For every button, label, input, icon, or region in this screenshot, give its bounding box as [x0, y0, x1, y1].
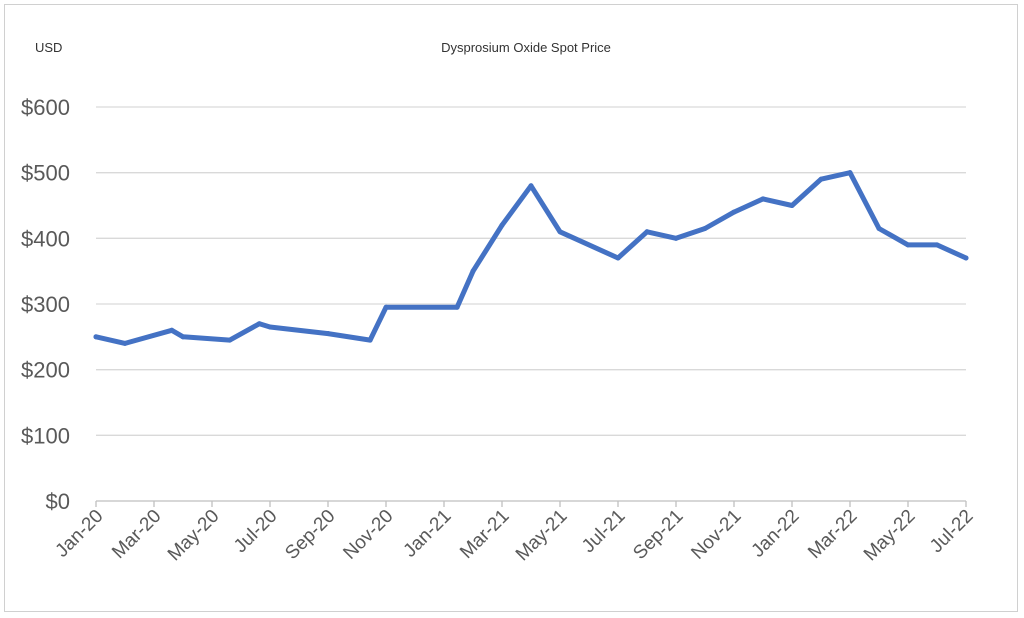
- y-tick-label: $100: [21, 423, 70, 448]
- x-tick-label: May-21: [512, 506, 572, 566]
- data-point: [93, 334, 99, 340]
- x-tick-label: Jan-20: [52, 506, 108, 562]
- series-line: [93, 170, 969, 346]
- chart-title: Dysprosium Oxide Spot Price: [441, 40, 611, 55]
- data-point: [760, 196, 766, 202]
- data-point: [499, 222, 505, 228]
- data-point: [454, 304, 460, 310]
- data-point: [963, 255, 969, 261]
- y-tick-label: $600: [21, 95, 70, 120]
- x-tick-label: Mar-22: [804, 506, 861, 563]
- data-point: [180, 334, 186, 340]
- data-point: [256, 321, 262, 327]
- y-tick-label: $500: [21, 161, 70, 186]
- chart-frame: [4, 4, 1018, 612]
- x-tick-label: Jan-22: [748, 506, 804, 562]
- x-tick-label: Sep-20: [281, 506, 339, 564]
- data-point: [934, 242, 940, 248]
- data-point: [615, 255, 621, 261]
- y-tick-label: $0: [46, 489, 70, 514]
- data-point: [644, 229, 650, 235]
- data-point: [267, 324, 273, 330]
- x-tick-label: Jul-21: [578, 506, 629, 557]
- data-point: [905, 242, 911, 248]
- x-tick-label: Jul-20: [230, 506, 281, 557]
- x-tick-label: Jan-21: [400, 506, 456, 562]
- x-tick-label: Mar-21: [456, 506, 513, 563]
- y-unit-label: USD: [35, 40, 62, 55]
- x-tick-label: Jul-22: [926, 506, 977, 557]
- y-tick-label: $400: [21, 226, 70, 251]
- series-layer: [93, 170, 969, 346]
- x-tick-label: Sep-21: [629, 506, 687, 564]
- data-point: [122, 340, 128, 346]
- data-point: [818, 176, 824, 182]
- y-axis: $0 $100 $200 $300 $400 $500 $600: [21, 95, 70, 514]
- data-point: [325, 331, 331, 337]
- gridlines: [96, 106, 966, 502]
- data-point: [227, 337, 233, 343]
- data-point: [557, 229, 563, 235]
- data-point: [528, 183, 534, 189]
- x-tick-label: Nov-20: [339, 506, 397, 564]
- data-point: [731, 209, 737, 215]
- data-point: [789, 203, 795, 208]
- y-tick-label: $200: [21, 358, 70, 383]
- data-point: [702, 225, 708, 231]
- y-tick-label: $300: [21, 292, 70, 317]
- data-point: [673, 235, 679, 241]
- data-point: [470, 268, 476, 274]
- x-tick-label: Nov-21: [687, 506, 745, 564]
- data-point: [847, 170, 853, 176]
- x-tick-label: Mar-20: [108, 506, 165, 563]
- x-tick-label: May-22: [860, 506, 920, 566]
- x-tick-label: May-20: [164, 506, 224, 566]
- data-point: [169, 327, 175, 333]
- data-point: [383, 304, 389, 310]
- data-point: [876, 225, 882, 231]
- data-point: [367, 337, 373, 343]
